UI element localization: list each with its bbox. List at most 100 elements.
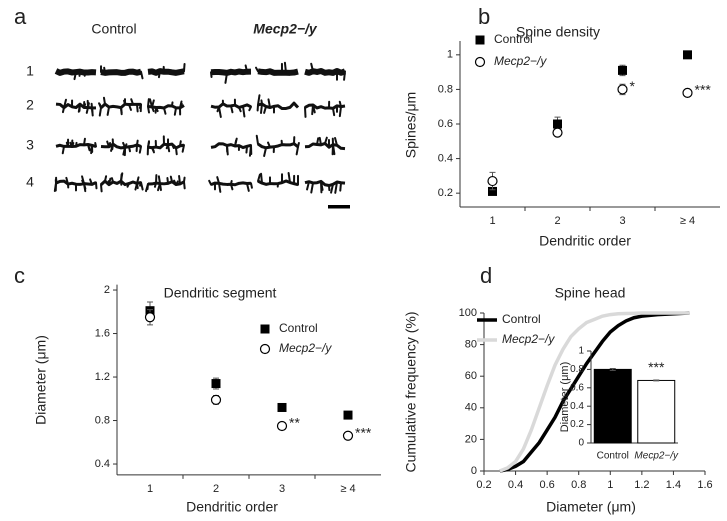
x-tick-label: 2: [554, 215, 560, 227]
spine: [173, 106, 177, 116]
legend-label: Mecp2−/y: [279, 341, 332, 355]
y-axis-label: Diameter (μm): [33, 335, 49, 425]
point: [276, 420, 288, 432]
point: [487, 175, 498, 187]
spine: [98, 106, 102, 117]
spine: [166, 176, 169, 185]
spine: [218, 106, 222, 118]
error-bar: [653, 379, 660, 382]
spine: [334, 137, 338, 147]
dendrite: [304, 103, 346, 110]
spine: [147, 98, 150, 108]
dendrite: [100, 142, 142, 150]
spine: [181, 144, 185, 153]
spine: [146, 183, 149, 191]
column-header: Mecp2−/y: [253, 21, 318, 37]
spine: [287, 171, 291, 184]
spine: [183, 63, 186, 73]
spine: [306, 180, 310, 191]
y-tick-label: 80: [465, 339, 477, 351]
spine: [83, 71, 86, 77]
scale-bar: [328, 205, 350, 209]
spine: [267, 98, 271, 109]
annotation: **: [289, 415, 300, 431]
spine: [110, 143, 114, 152]
x-tick-label: ≥ 4: [340, 483, 355, 495]
spine: [106, 106, 110, 116]
point: [683, 50, 692, 60]
legend-label: Control: [279, 321, 318, 335]
spine: [128, 145, 131, 153]
line: [499, 311, 690, 473]
y-tick-label: 1.2: [95, 371, 110, 383]
spine: [91, 106, 94, 117]
spine: [61, 145, 65, 155]
spine: [339, 181, 342, 192]
x-tick-label: 0.2: [476, 479, 491, 491]
dendrite: [55, 102, 97, 110]
dendrite: [147, 180, 185, 187]
spine: [263, 146, 267, 158]
annotation: ***: [648, 359, 665, 375]
spine: [334, 181, 338, 194]
spine: [140, 70, 144, 80]
point: [210, 394, 222, 405]
spine: [316, 137, 320, 146]
spine: [136, 103, 139, 113]
x-axis-label: Dendritic order: [186, 499, 278, 515]
point: [342, 430, 354, 441]
spine: [208, 179, 212, 186]
spine: [151, 99, 155, 108]
spine: [163, 106, 167, 115]
x-tick-label: 1: [607, 479, 613, 491]
point: [618, 65, 627, 75]
chart-title: Spine density: [516, 24, 600, 40]
chart-title: Dendritic segment: [164, 285, 277, 301]
x-tick-label: 1.2: [634, 479, 649, 491]
point: [144, 312, 156, 323]
spine: [157, 70, 161, 79]
dendrite: [210, 142, 252, 150]
y-tick-label: 0.6: [570, 382, 584, 393]
legend-label: Mecp2−/y: [494, 54, 547, 68]
spine: [100, 183, 103, 193]
spine: [171, 101, 174, 107]
legend-marker: [475, 35, 485, 45]
spine: [318, 136, 322, 146]
annotation: *: [630, 78, 636, 94]
legend-label: Control: [502, 312, 541, 326]
point: [553, 119, 562, 129]
spine: [324, 136, 328, 145]
y-tick-label: 0.2: [570, 419, 584, 430]
spine: [136, 182, 139, 190]
row-label: 2: [26, 97, 34, 113]
y-axis-label: Spines/μm: [403, 92, 419, 158]
chart-title: Spine head: [555, 285, 626, 301]
spine: [293, 102, 297, 108]
spine: [151, 146, 155, 152]
panel-letter: b: [478, 4, 490, 29]
y-tick-label: 2: [104, 284, 110, 296]
y-tick-label: 0.2: [438, 187, 453, 199]
dendrite: [147, 68, 185, 76]
x-tick-label: 1.6: [697, 479, 712, 491]
spine: [332, 107, 336, 117]
y-tick-label: 0.8: [95, 414, 110, 426]
dendrite: [210, 68, 252, 76]
spine: [238, 106, 242, 113]
spine: [224, 71, 228, 84]
spine: [257, 173, 261, 183]
spine: [83, 182, 87, 190]
spine: [283, 61, 287, 74]
error-bar: [609, 367, 616, 371]
spine: [75, 141, 78, 148]
spine: [78, 103, 81, 112]
point: [277, 402, 287, 412]
y-tick-label: 0.8: [570, 364, 584, 375]
panel-letter: d: [480, 263, 492, 288]
legend-marker: [474, 56, 486, 68]
x-tick-label: 3: [619, 215, 625, 227]
x-tick-label: Control: [597, 451, 629, 462]
spine: [216, 176, 220, 185]
